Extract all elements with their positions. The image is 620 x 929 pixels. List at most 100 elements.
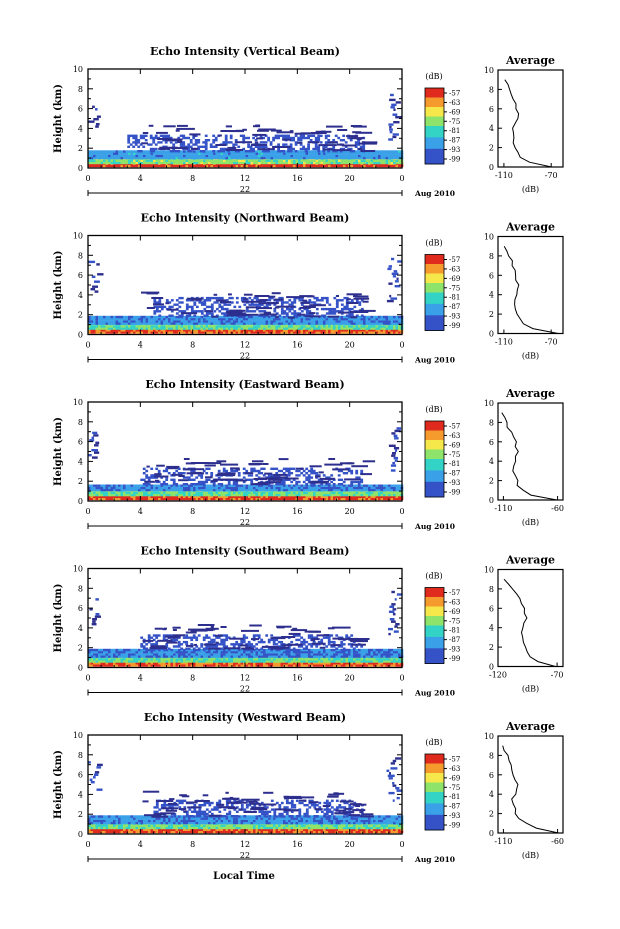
heatmap-cell <box>140 331 144 334</box>
y-tick-label: 2 <box>78 144 83 153</box>
colorbar-swatch <box>425 296 444 299</box>
heatmap-cell <box>333 164 336 168</box>
heatmap-cell <box>225 325 229 328</box>
heatmap-cell <box>169 141 173 144</box>
heatmap-cell <box>228 156 231 160</box>
heatmap-cell <box>251 143 259 146</box>
heatmap-cell <box>225 149 243 151</box>
heatmap-cell <box>343 296 347 300</box>
heatmap-cell <box>308 497 311 501</box>
heatmap-cell <box>135 156 139 160</box>
heatmap-cell <box>188 493 191 497</box>
heatmap-cell <box>150 495 154 498</box>
heatmap-cell <box>285 164 289 168</box>
heatmap-cell <box>210 491 214 495</box>
heatmap-cell <box>230 150 234 153</box>
heatmap-cell <box>287 467 291 470</box>
heatmap-cell <box>123 150 126 153</box>
heatmap-cell <box>187 136 191 140</box>
heatmap-cell <box>358 309 364 312</box>
heatmap-cell <box>338 156 341 160</box>
heatmap-cell <box>308 322 311 325</box>
heatmap-cell <box>145 320 149 323</box>
heatmap-cell <box>110 156 114 160</box>
heatmap-cell <box>150 154 154 158</box>
heatmap-cell <box>220 484 224 487</box>
heatmap-cell <box>148 493 151 497</box>
heatmap-cell <box>95 108 98 111</box>
heatmap-cell <box>317 478 321 481</box>
heatmap-cell <box>240 322 244 325</box>
heatmap-cell <box>370 484 374 487</box>
heatmap-cell <box>133 152 136 155</box>
heatmap-cell <box>142 132 149 134</box>
heatmap-cell <box>90 150 94 153</box>
heatmap-cell <box>365 154 369 158</box>
heatmap-cell <box>265 486 269 490</box>
heatmap-cell <box>174 150 178 153</box>
heatmap-cell <box>302 136 305 140</box>
heatmap-cell <box>373 495 376 498</box>
heatmap-cell <box>355 486 359 490</box>
heatmap-cell <box>252 460 264 463</box>
heatmap-cell <box>192 478 196 481</box>
heatmap-cell <box>135 315 139 319</box>
heatmap-cell <box>218 495 221 498</box>
heatmap-cell <box>383 315 386 319</box>
heatmap-cell <box>223 314 227 317</box>
heatmap-cell <box>120 495 124 498</box>
heatmap-cell <box>255 495 259 498</box>
heatmap-cell <box>294 143 298 146</box>
heatmap-cell <box>217 483 221 486</box>
heatmap-cell <box>325 322 329 325</box>
heatmap-cell <box>280 315 284 319</box>
heatmap-cell <box>383 159 386 162</box>
heatmap-cell <box>335 491 339 495</box>
heatmap-cell <box>395 493 399 497</box>
heatmap-cell <box>290 164 294 168</box>
heatmap-cell <box>238 486 241 490</box>
heatmap-cell <box>210 312 214 315</box>
heatmap-cell <box>125 327 129 330</box>
heatmap-cell <box>333 310 337 313</box>
heatmap-cell <box>223 161 226 165</box>
heatmap-cell <box>305 322 309 325</box>
heatmap-cell <box>380 159 384 162</box>
heatmap-cell <box>110 320 114 323</box>
heatmap-cell <box>363 497 366 501</box>
heatmap-cell <box>380 322 384 325</box>
heatmap-cell <box>353 497 356 501</box>
heatmap-cell <box>125 329 129 332</box>
heatmap-cell <box>145 488 149 492</box>
heatmap-cell <box>208 497 211 501</box>
heatmap-cell <box>330 164 334 168</box>
heatmap-cell <box>350 483 354 486</box>
heatmap-cell <box>168 305 172 309</box>
heatmap-cell <box>317 139 321 142</box>
heatmap-cell <box>277 469 281 473</box>
heatmap-cell <box>233 495 236 498</box>
heatmap-cell <box>260 320 264 323</box>
heatmap-cell <box>353 329 356 332</box>
heatmap-cell <box>243 497 246 501</box>
heatmap-cell <box>243 152 246 155</box>
heatmap-cell <box>390 484 394 487</box>
heatmap-cell <box>95 150 99 153</box>
heatmap-cell <box>270 476 286 479</box>
colorbar-swatch <box>425 127 444 131</box>
heatmap-cell <box>185 327 189 330</box>
heatmap-cell <box>98 164 101 168</box>
heatmap-cell <box>250 480 254 484</box>
heatmap-cell <box>183 497 186 501</box>
heatmap-cell <box>233 318 236 321</box>
heatmap-cell <box>300 154 304 158</box>
heatmap-cell <box>320 307 324 311</box>
heatmap-cell <box>180 314 184 317</box>
heatmap-cell <box>197 141 201 144</box>
heatmap-cell <box>350 472 354 475</box>
heatmap-cell <box>380 325 384 328</box>
heatmap-cell <box>234 143 238 146</box>
heatmap-cell <box>170 325 174 328</box>
heatmap-cell <box>210 305 214 309</box>
heatmap-cell <box>193 318 196 321</box>
